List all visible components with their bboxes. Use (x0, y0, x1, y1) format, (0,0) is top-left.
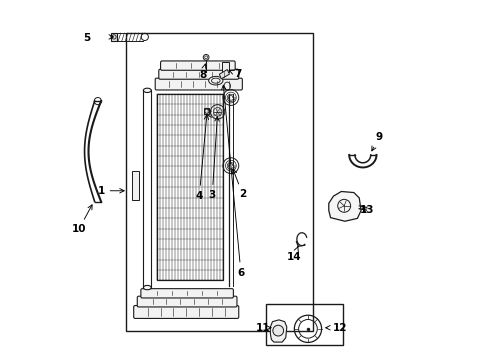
Bar (265, 304, 343, 345)
Text: 1: 1 (97, 186, 124, 196)
Ellipse shape (143, 285, 151, 290)
Ellipse shape (208, 76, 223, 85)
FancyBboxPatch shape (137, 296, 237, 307)
Bar (131, 171, 139, 200)
FancyBboxPatch shape (159, 69, 238, 79)
Polygon shape (219, 69, 229, 79)
Text: 5: 5 (83, 33, 90, 43)
Circle shape (272, 325, 283, 336)
Bar (156, 94, 223, 280)
Bar (204, 108, 209, 114)
Polygon shape (270, 320, 286, 342)
Bar (222, 62, 229, 72)
FancyBboxPatch shape (160, 61, 235, 70)
Text: 10: 10 (71, 205, 92, 234)
FancyBboxPatch shape (141, 289, 233, 298)
Text: 12: 12 (325, 323, 346, 333)
Text: 11: 11 (256, 323, 270, 333)
Text: 13: 13 (360, 206, 374, 216)
Text: 3: 3 (208, 117, 219, 200)
Text: 4: 4 (195, 115, 208, 201)
Bar (126, 33, 312, 330)
Text: 7: 7 (229, 69, 242, 79)
Ellipse shape (143, 88, 151, 93)
Text: 2: 2 (232, 169, 246, 199)
Bar (110, 33, 117, 41)
Polygon shape (328, 192, 360, 221)
Text: 14: 14 (286, 247, 300, 262)
Text: 6: 6 (221, 85, 244, 278)
FancyBboxPatch shape (133, 306, 238, 319)
FancyBboxPatch shape (155, 78, 242, 90)
Text: 8: 8 (199, 64, 206, 80)
Text: 9: 9 (371, 132, 382, 151)
